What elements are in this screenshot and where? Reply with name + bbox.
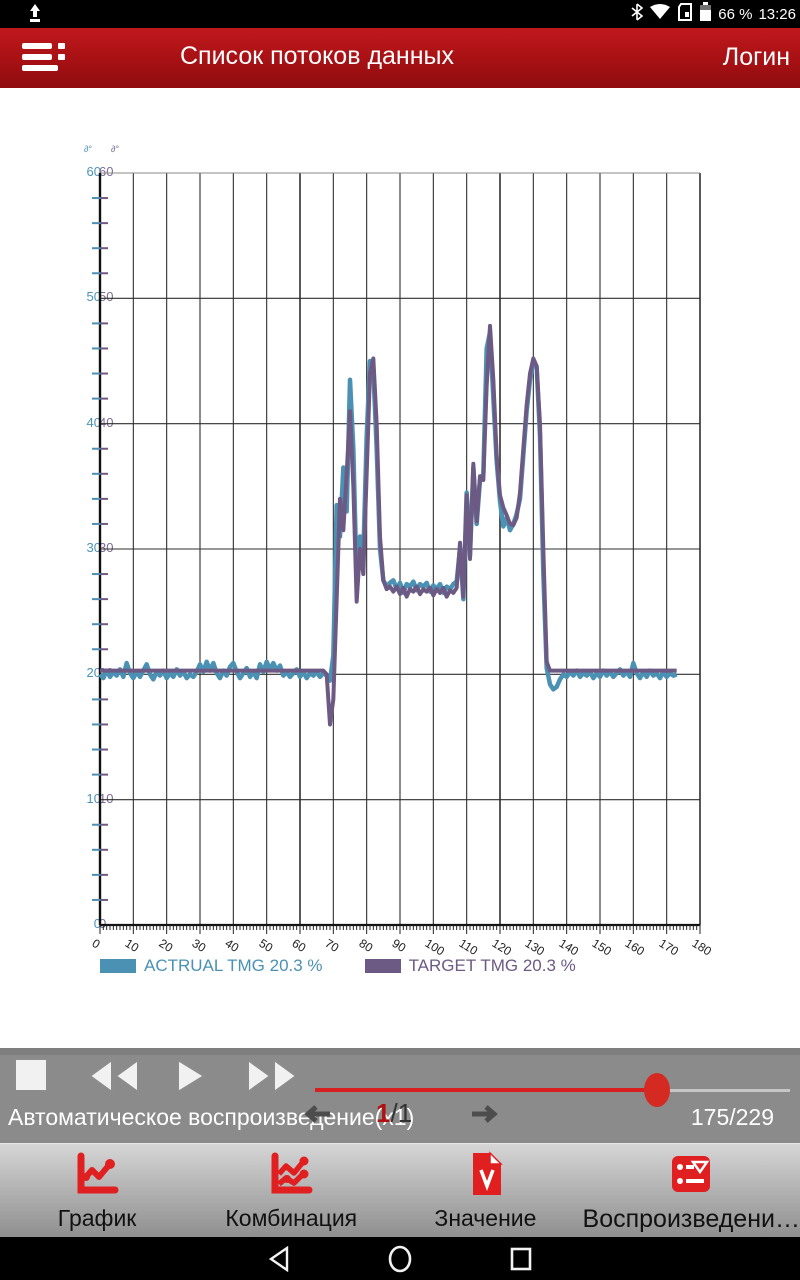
- value-document-icon: [461, 1150, 509, 1203]
- x-tick-label: 10: [122, 936, 142, 955]
- legend-label-target: TARGET TMG 20.3 %: [408, 956, 576, 975]
- stop-button[interactable]: [14, 1058, 48, 1097]
- tab-label: Значение: [434, 1205, 537, 1231]
- battery-icon: [699, 1, 712, 27]
- tab-znachenie[interactable]: Значение: [388, 1144, 582, 1237]
- x-tick-label: 160: [622, 936, 648, 959]
- page-current: 1: [376, 1098, 391, 1128]
- x-tick-label: 80: [356, 936, 375, 955]
- page-title: Список потоков данных: [180, 42, 455, 70]
- fast-forward-button[interactable]: [246, 1058, 298, 1099]
- series-line-actual[interactable]: [98, 329, 678, 692]
- legend-swatch-actual: [100, 959, 136, 973]
- tab-label: График: [57, 1205, 137, 1231]
- x-tick-label: 70: [322, 936, 342, 955]
- x-tick-label: 60: [289, 936, 309, 955]
- home-icon[interactable]: [387, 1245, 413, 1273]
- next-page-icon[interactable]: [470, 1104, 502, 1129]
- slider-thumb[interactable]: [644, 1073, 670, 1107]
- auto-playback-label: Автоматическое воспроизведение(x1): [8, 1104, 415, 1130]
- legend-item-actual: ACTRUAL TMG 20.3 %: [100, 956, 323, 976]
- frame-counter: 175/229: [690, 1104, 774, 1130]
- x-tick-label: 170: [656, 936, 681, 959]
- wifi-icon: [649, 3, 671, 25]
- chart-legend: ACTRUAL TMG 20.3 % TARGET TMG 20.3 %: [100, 956, 576, 976]
- tab-vosproizvedenie[interactable]: Воспроизведени…: [583, 1144, 800, 1237]
- line-chart-icon: [73, 1150, 121, 1203]
- playback-slider[interactable]: [315, 1073, 790, 1122]
- play-button[interactable]: [176, 1058, 206, 1099]
- x-tick-label: 50: [256, 936, 275, 955]
- battery-percent: 66 %: [718, 5, 753, 23]
- back-icon[interactable]: [267, 1245, 291, 1272]
- x-tick-label: 0: [89, 936, 103, 952]
- chart-panel: ∂° ∂° 00 1010 2020 3030 4040 5050 6060 0 10 20 30…: [0, 88, 800, 1048]
- prev-page-icon[interactable]: [300, 1104, 332, 1129]
- sim-card-icon: [677, 2, 693, 26]
- tab-label: Комбинация: [225, 1205, 358, 1231]
- y-tick-label: 6060: [86, 164, 114, 179]
- page-indicator: 1/1: [376, 1098, 412, 1129]
- x-tick-label: 20: [156, 936, 175, 955]
- x-tick-label: 110: [456, 936, 480, 959]
- y-tick-label: 1010: [86, 790, 114, 806]
- android-nav-bar: [0, 1237, 800, 1280]
- legend-swatch-target: [364, 959, 401, 973]
- x-tick-label: 90: [389, 936, 409, 955]
- app-bar: Список потоков данных Логин: [0, 28, 800, 88]
- line-chart[interactable]: [92, 172, 701, 934]
- login-button[interactable]: Логин: [722, 43, 790, 71]
- combo-chart-icon: [267, 1150, 315, 1203]
- x-tick-label: 180: [689, 936, 714, 959]
- legend-item-target: TARGET TMG 20.3 %: [364, 956, 576, 976]
- tab-grafik[interactable]: График: [0, 1144, 194, 1237]
- clock: 13:26: [758, 5, 796, 23]
- y-tick-label: 4040: [86, 414, 114, 430]
- tab-bar: График Комбинация Значение Воспроизведен…: [0, 1143, 800, 1237]
- upload-icon: [26, 3, 44, 30]
- playback-list-icon: [667, 1150, 715, 1203]
- tab-label: Воспроизведени…: [582, 1205, 800, 1233]
- series-line-target[interactable]: [100, 323, 677, 727]
- y-axis-unit-left: ∂°: [84, 144, 93, 154]
- x-tick-label: 30: [189, 936, 209, 955]
- recents-icon[interactable]: [509, 1246, 533, 1272]
- y-tick-label: 5050: [86, 289, 114, 305]
- x-tick-label: 40: [222, 936, 242, 955]
- page-total: /1: [390, 1098, 413, 1128]
- legend-label-actual: ACTRUAL TMG 20.3 %: [144, 956, 323, 975]
- status-bar: 66 % 13:26: [0, 0, 800, 28]
- y-tick-label: 00: [93, 916, 107, 931]
- y-tick-label: 3030: [86, 540, 114, 555]
- tab-kombinatsiya[interactable]: Комбинация: [194, 1144, 388, 1237]
- x-tick-label: 150: [589, 936, 614, 959]
- y-axis-unit-right: ∂°: [111, 144, 120, 154]
- slider-fill: [315, 1088, 657, 1092]
- bluetooth-icon: [631, 2, 644, 26]
- menu-icon[interactable]: [22, 41, 68, 75]
- rewind-button[interactable]: [88, 1058, 140, 1099]
